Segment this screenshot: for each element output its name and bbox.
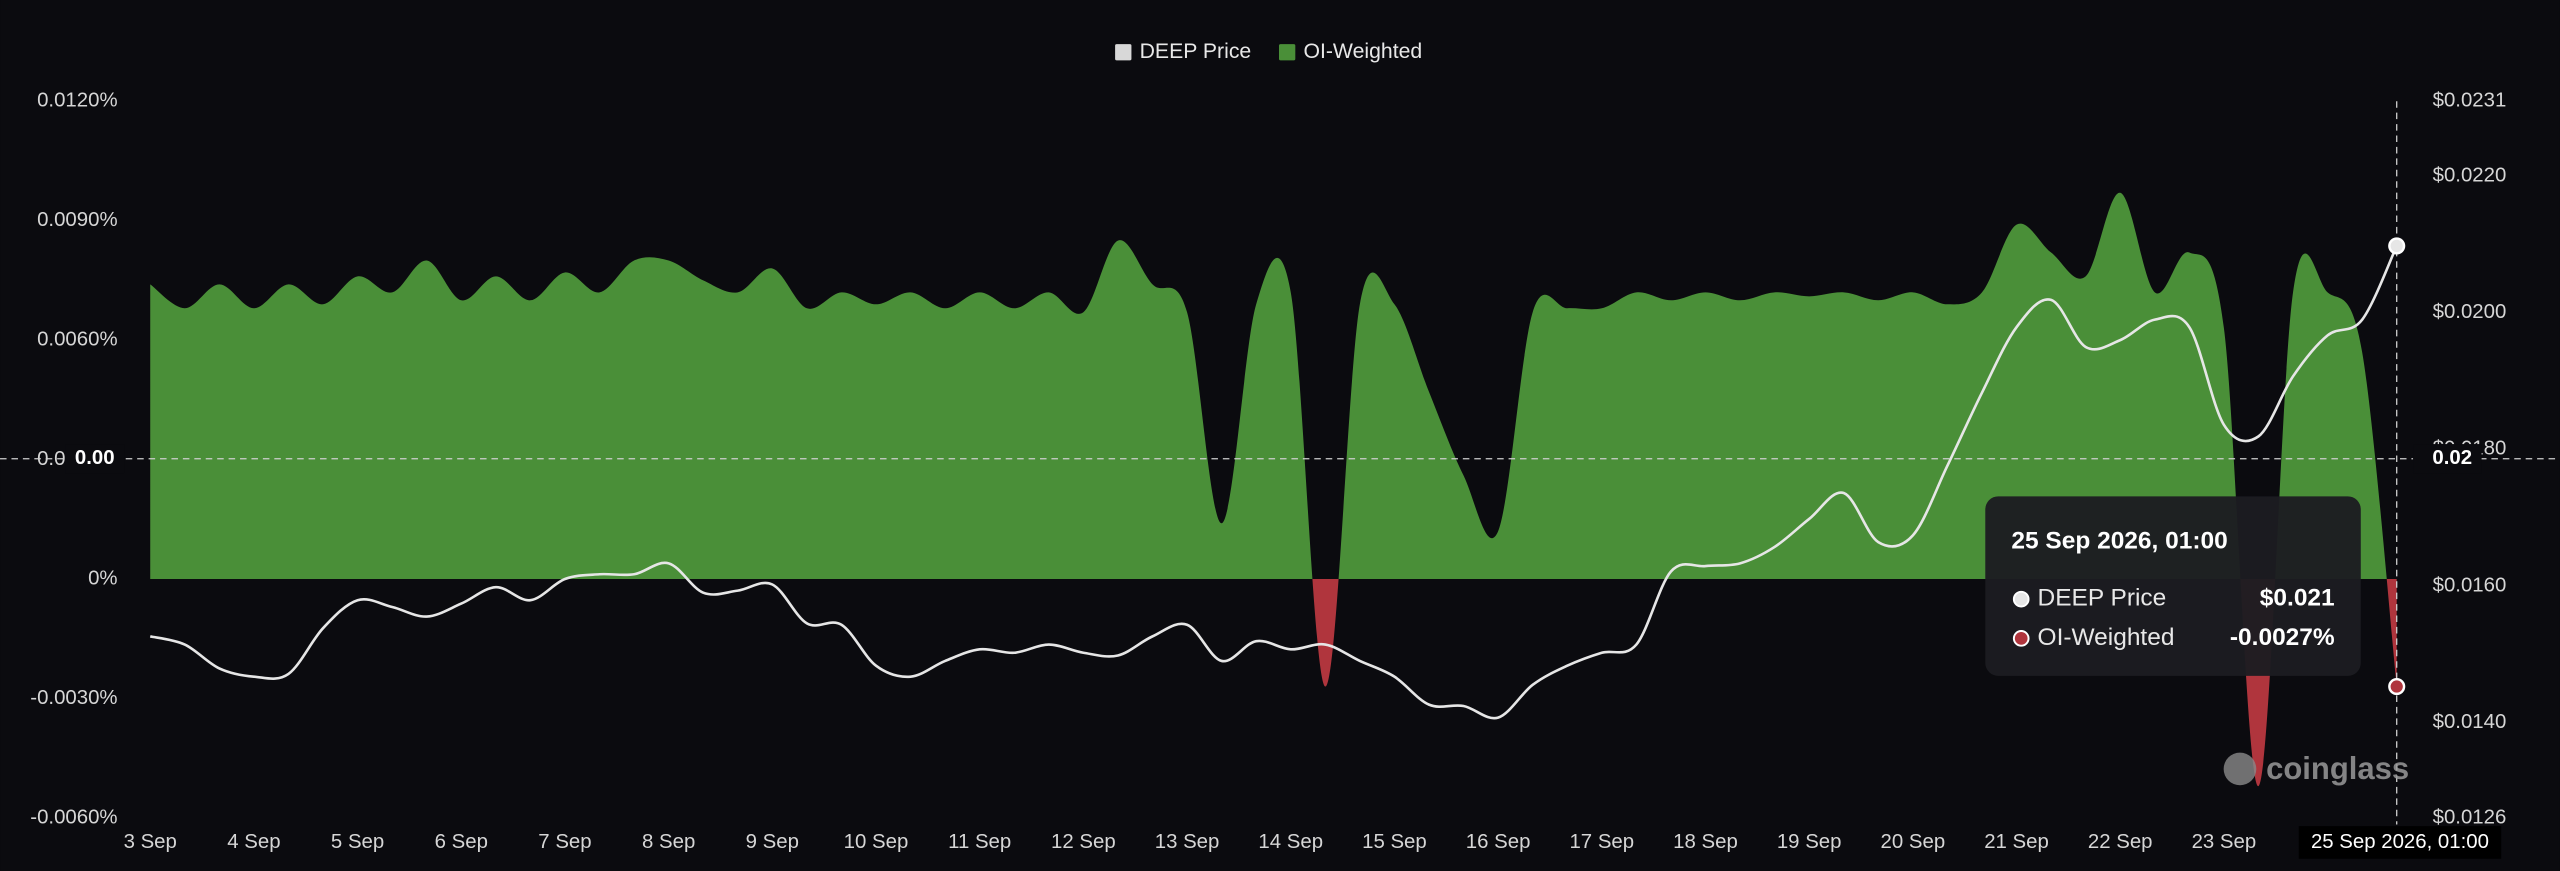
- oi-area: [150, 192, 2397, 787]
- crosshair-right-label: 0.02: [2432, 447, 2472, 469]
- tooltip-value: -0.0027%: [2230, 624, 2335, 651]
- crosshair-x-label: 25 Sep 2026, 01:00: [2311, 831, 2489, 853]
- y-tick-label: 0.0060%: [37, 329, 118, 351]
- x-tick-label: 12 Sep: [1051, 831, 1116, 853]
- x-tick-label: 16 Sep: [1466, 831, 1531, 853]
- hover-point: [2388, 237, 2406, 255]
- legend-swatch: [1278, 44, 1296, 61]
- tooltip-name: OI-Weighted: [2038, 624, 2175, 651]
- x-tick-label: 22 Sep: [2088, 831, 2153, 853]
- x-tick-label: 4 Sep: [227, 831, 280, 853]
- tooltip-value: $0.021: [2260, 585, 2335, 612]
- tooltip-dot: [2012, 590, 2030, 608]
- watermark-logo: [2223, 752, 2257, 786]
- y-tick-label: 0%: [88, 567, 117, 589]
- y-tick-label: 0.0120%: [37, 90, 118, 112]
- legend-label[interactable]: OI-Weighted: [1303, 40, 1422, 63]
- legend-swatch: [1115, 44, 1132, 61]
- y2-tick-label: $0.0140: [2433, 711, 2507, 733]
- tooltip-title: 25 Sep 2026, 01:00: [2011, 527, 2227, 554]
- y-tick-label: -0.0030%: [30, 687, 117, 709]
- crosshair-right-bg: [2413, 444, 2482, 474]
- x-tick-label: 15 Sep: [1362, 831, 1427, 853]
- x-tick-label: 17 Sep: [1569, 831, 1634, 853]
- x-tick-label: 11 Sep: [948, 831, 1011, 853]
- x-tick-label: 21 Sep: [1984, 831, 2049, 853]
- x-tick-label: 18 Sep: [1673, 831, 1738, 853]
- y2-tick-label: $0.0126: [2433, 806, 2507, 828]
- x-tick-label: 13 Sep: [1155, 831, 1220, 853]
- y-tick-label: 0.0090%: [37, 209, 118, 231]
- tooltip-dot: [2012, 630, 2030, 647]
- x-tick-label: 6 Sep: [435, 831, 488, 853]
- tooltip-name: DEEP Price: [2038, 585, 2167, 612]
- x-tick-label: 10 Sep: [844, 831, 909, 853]
- crosshair-left-bg: [65, 444, 125, 474]
- watermark: coinglass: [2266, 751, 2409, 786]
- y-tick-label: -0.0060%: [30, 806, 117, 828]
- y2-tick-label: $0.0220: [2433, 165, 2507, 187]
- x-tick-label: 5 Sep: [331, 831, 384, 853]
- price-line: [149, 245, 2398, 720]
- x-tick-label: 7 Sep: [538, 831, 591, 853]
- x-tick-label: 20 Sep: [1881, 831, 1946, 853]
- hover-point: [2388, 677, 2406, 696]
- crosshair-x-bg: [2298, 826, 2502, 859]
- y2-tick-label: $0.0160: [2433, 574, 2507, 596]
- y2-tick-label: $0.0231: [2433, 90, 2507, 112]
- crosshair-left-label: 0.00: [75, 447, 115, 469]
- x-tick-label: 3 Sep: [124, 831, 177, 853]
- tooltip-box: [1985, 496, 2361, 676]
- x-tick-label: 9 Sep: [746, 831, 799, 853]
- x-tick-label: 8 Sep: [642, 831, 695, 853]
- legend-label[interactable]: DEEP Price: [1140, 40, 1252, 63]
- x-tick-label: 19 Sep: [1777, 831, 1842, 853]
- y2-tick-label: $0.0200: [2433, 301, 2507, 323]
- x-tick-label: 14 Sep: [1258, 831, 1323, 853]
- x-tick-label: 23 Sep: [2192, 831, 2257, 853]
